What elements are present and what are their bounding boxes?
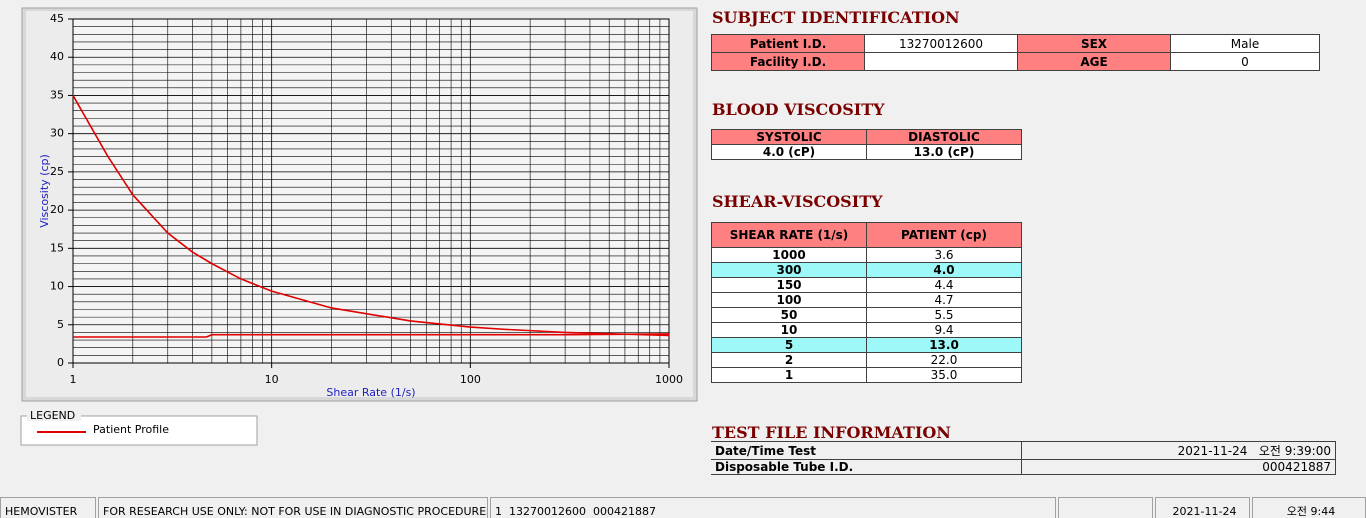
- cell: 35.0: [866, 367, 1022, 383]
- cell: 300: [711, 262, 867, 278]
- legend-title-bg: [27, 409, 81, 421]
- cell: 22.0: [866, 352, 1022, 368]
- cell: 150: [711, 277, 867, 293]
- cell: 4.7: [866, 292, 1022, 308]
- y-tick-label: 10: [50, 280, 64, 293]
- y-tick-label: 45: [50, 12, 64, 25]
- heading: SHEAR-VISCOSITY: [712, 192, 883, 211]
- cell: SYSTOLIC: [711, 129, 867, 145]
- cell: 2: [711, 352, 867, 368]
- y-tick-label: 20: [50, 203, 64, 216]
- cell: 5.5: [866, 307, 1022, 323]
- x-tick-label: 100: [460, 373, 481, 386]
- plot-area: [72, 18, 670, 364]
- y-tick-label: 40: [50, 50, 64, 63]
- shear-table: SHEAR RATE (1/s) PATIENT (cp) 1000 3.6 300 4…: [711, 222, 1022, 383]
- y-tick-label: 15: [50, 241, 64, 254]
- cell: AGE: [1017, 52, 1171, 71]
- test-file-table: Date/Time Test 2021-11-24 오전 9:39:00 Disp…: [711, 441, 1336, 475]
- cell: 2021-11-24 오전 9:39:00: [1021, 441, 1336, 460]
- subject-table: Patient I.D. 13270012600 SEX Male Facility …: [711, 34, 1320, 71]
- cell: 3.6: [866, 247, 1022, 263]
- x-tick-label: 1000: [655, 373, 683, 386]
- y-tick-label: 35: [50, 88, 64, 101]
- cell: 0: [1170, 52, 1320, 71]
- cell: [864, 52, 1018, 71]
- legend-title: LEGEND: [30, 409, 75, 422]
- cell: 10: [711, 322, 867, 338]
- heading: TEST FILE INFORMATION: [712, 423, 951, 442]
- legend-label: Patient Profile: [93, 423, 169, 436]
- cell: Disposable Tube I.D.: [711, 459, 1022, 475]
- cell: Date/Time Test: [711, 441, 1022, 460]
- x-tick-label: 1: [70, 373, 77, 386]
- cell: 5: [711, 337, 867, 353]
- cell: 9.4: [866, 322, 1022, 338]
- status-cell: 1 13270012600 000421887: [490, 497, 1056, 518]
- cell: DIASTOLIC: [866, 129, 1022, 145]
- y-tick-label: 0: [57, 356, 64, 369]
- cell: SEX: [1017, 34, 1171, 53]
- cell: Facility I.D.: [711, 52, 865, 71]
- status-bar: HEMOVISTER FOR RESEARCH USE ONLY: NOT FO…: [0, 497, 1366, 518]
- x-tick-label: 10: [265, 373, 279, 386]
- status-cell: 오전 9:44: [1252, 497, 1366, 518]
- status-cell: HEMOVISTER: [0, 497, 96, 518]
- y-tick-label: 30: [50, 127, 64, 140]
- cell: PATIENT (cp): [866, 222, 1022, 248]
- cell: Patient I.D.: [711, 34, 865, 53]
- series-line: [72, 95, 670, 337]
- cell: 000421887: [1021, 459, 1336, 475]
- x-axis-label: Shear Rate (1/s): [326, 386, 415, 399]
- blood-table: SYSTOLIC DIASTOLIC 4.0 (cP) 13.0 (cP): [711, 129, 1022, 160]
- cell: 100: [711, 292, 867, 308]
- series-line: [73, 333, 670, 338]
- y-tick-label: 5: [57, 318, 64, 331]
- cell: 1000: [711, 247, 867, 263]
- cell: 13.0 (cP): [866, 144, 1022, 160]
- cell: 4.0: [866, 262, 1022, 278]
- y-tick-label: 25: [50, 165, 64, 178]
- cell: SHEAR RATE (1/s): [711, 222, 867, 248]
- cell: Male: [1170, 34, 1320, 53]
- cell: 13270012600: [864, 34, 1018, 53]
- cell: 50: [711, 307, 867, 323]
- cell: 4.0 (cP): [711, 144, 867, 160]
- heading: BLOOD VISCOSITY: [712, 100, 885, 119]
- cell: 13.0: [866, 337, 1022, 353]
- status-cell: [1058, 497, 1153, 518]
- cell: 1: [711, 367, 867, 383]
- cell: 4.4: [866, 277, 1022, 293]
- status-cell: 2021-11-24: [1155, 497, 1250, 518]
- status-cell: FOR RESEARCH USE ONLY: NOT FOR USE IN DI…: [98, 497, 488, 518]
- heading: SUBJECT IDENTIFICATION: [712, 8, 960, 27]
- y-axis-label: Viscosity (cp): [38, 154, 51, 228]
- chart: Shear Rate (1/s) Viscosity (cp) LEGEND 0…: [20, 7, 698, 446]
